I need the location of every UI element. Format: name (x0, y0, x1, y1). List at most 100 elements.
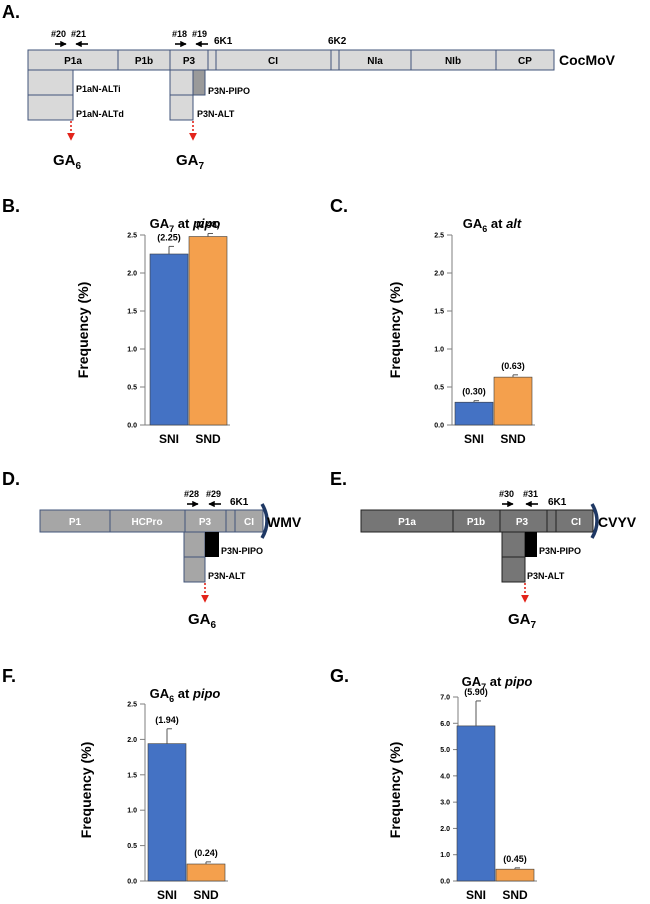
segment-label-p3: P3 (183, 56, 196, 67)
primer-label-19: #19 (192, 29, 207, 39)
bar-snd (186, 863, 226, 882)
panel-a: A. #20 #21 #18 #19 6K1 6K2 P1a P1b P3 CI (2, 2, 616, 172)
y-tick-label: 0.0 (127, 423, 137, 430)
orf-box-p3n-alt (183, 556, 206, 583)
y-axis-label: Frequency (%) (75, 282, 91, 378)
panel-letter-a: A. (2, 2, 20, 22)
orf-label-p1an-altd: P1aN-ALTd (76, 109, 124, 119)
data-label: (1.94) (155, 715, 179, 725)
orf-label-p3n-pipo: P3N-PIPO (208, 86, 250, 96)
x-tick-label: SNI (466, 888, 486, 902)
panel-letter-d: D. (2, 469, 20, 489)
data-label: (0.30) (462, 387, 486, 397)
orf-label-p3n-pipo: P3N-PIPO (221, 546, 263, 556)
panel-e: E. #30 #31 6K1 P1a P1b P3 CI CVYV P3N-PI… (330, 469, 637, 631)
genome-bar-cocmov (27, 49, 555, 71)
y-tick-label: 0.5 (434, 385, 444, 392)
segment-cp (495, 49, 555, 71)
panel-letter: G. (330, 666, 349, 686)
y-axis-label: Frequency (%) (78, 742, 94, 838)
truncation-bracket (260, 503, 269, 539)
ga-label-p1: GA6 (53, 152, 82, 172)
genome-bar-cvyv (360, 509, 594, 533)
segment-ci (234, 509, 264, 533)
y-tick-label: 7.0 (440, 695, 450, 702)
chart-b: B. GA7 at pipo Frequency (%) 0.0 0.5 1.0 1.5 2.… (2, 196, 230, 446)
segment-label-cp: CP (518, 56, 532, 67)
y-axis-label: Frequency (%) (387, 742, 403, 838)
y-tick-label: 0.5 (127, 843, 137, 850)
chart-f: F. GA6 at pipo Frequency (%) 0.0 0.5 1.0 1.5 2.… (2, 666, 228, 902)
ga-label: GA6 (188, 611, 217, 631)
orf-label-p3n-alt: P3N-ALT (197, 109, 235, 119)
segment-label-p1a: P1a (64, 56, 82, 67)
segment-label-6k1: 6K1 (548, 497, 567, 508)
orf-box-p3n-alt (169, 94, 194, 121)
virus-label-wmv: WMV (267, 514, 302, 530)
y-tick-label: 0.5 (127, 385, 137, 392)
orf-label-p1an-alti: P1aN-ALTi (76, 84, 121, 94)
y-tick-label: 1.0 (127, 808, 137, 815)
y-tick-label: 0.0 (127, 879, 137, 886)
data-label: (5.90) (464, 687, 488, 697)
orf-box-p3n-pipo (501, 531, 526, 558)
segment-6k1 (225, 509, 236, 533)
x-tick-label: SND (195, 432, 221, 446)
y-tick-label: 2.0 (127, 737, 137, 744)
truncation-bracket (590, 503, 599, 539)
segment-label-p1a: P1a (398, 517, 416, 528)
y-tick-label: 2.0 (434, 271, 444, 278)
data-label: (0.63) (501, 361, 525, 371)
panel-letter: C. (330, 196, 348, 216)
y-tick-label: 2.5 (434, 233, 444, 240)
panel-letter: B. (2, 196, 20, 216)
primer-label-20: #20 (51, 29, 66, 39)
segment-label-p1b: P1b (135, 56, 153, 67)
orf-box-p1an-alti (27, 69, 74, 96)
panel-letter: F. (2, 666, 16, 686)
orf-box-p3n-pipo (183, 531, 206, 558)
x-tick-label: SNI (464, 432, 484, 446)
x-tick-label: SND (502, 888, 528, 902)
segment-label-ci: CI (571, 517, 581, 528)
x-tick-label: SNI (159, 432, 179, 446)
orf-box-p3n-pipo (169, 69, 194, 96)
y-axis-label: Frequency (%) (387, 282, 403, 378)
primer-label-18: #18 (172, 29, 187, 39)
data-label: (0.45) (503, 854, 527, 864)
virus-label-cvyv: CVYV (598, 514, 637, 530)
chart-title: GA7 at pipo (462, 674, 533, 692)
pipo-frame-box (525, 532, 537, 557)
y-tick-label: 2.5 (127, 233, 137, 240)
segment-label-ci: CI (244, 517, 254, 528)
bar-sni (149, 253, 189, 426)
data-label: (2.48) (196, 219, 220, 229)
primer-label-30: #30 (499, 489, 514, 499)
segment-label-6k2: 6K2 (328, 36, 347, 47)
y-tick-label: 1.0 (434, 347, 444, 354)
segment-label-6k1: 6K1 (214, 36, 233, 47)
segment-label-nia: NIa (367, 56, 383, 67)
orf-label-p3n-alt: P3N-ALT (527, 571, 565, 581)
chart-title: GA6 at alt (463, 216, 522, 234)
y-tick-label: 2.5 (127, 702, 137, 709)
primer-label-29: #29 (206, 489, 221, 499)
primer-label-21: #21 (71, 29, 86, 39)
y-tick-label: 1.0 (127, 347, 137, 354)
bar-snd (188, 236, 228, 426)
chart-c: C. GA6 at alt Frequency (%) 0.0 0.5 1.0 1.5 2.0… (330, 196, 535, 446)
segment-label-nib: NIb (445, 56, 461, 67)
orf-box-p1an-altd (27, 94, 74, 121)
primer-label-31: #31 (523, 489, 538, 499)
pipo-frame-box (192, 69, 206, 96)
y-tick-label: 3.0 (440, 800, 450, 807)
segment-label-ci: CI (268, 56, 278, 67)
segment-label-p1: P1 (69, 517, 82, 528)
y-tick-label: 5.0 (440, 747, 450, 754)
panel-d: D. #28 #29 6K1 P1 HCPro P3 CI WMV P3N-PI… (2, 469, 302, 631)
bar-snd (495, 868, 535, 882)
segment-label-hcpro: HCPro (131, 517, 162, 528)
orf-box-p3n-alt (501, 556, 526, 583)
pipo-frame-box (205, 532, 219, 557)
